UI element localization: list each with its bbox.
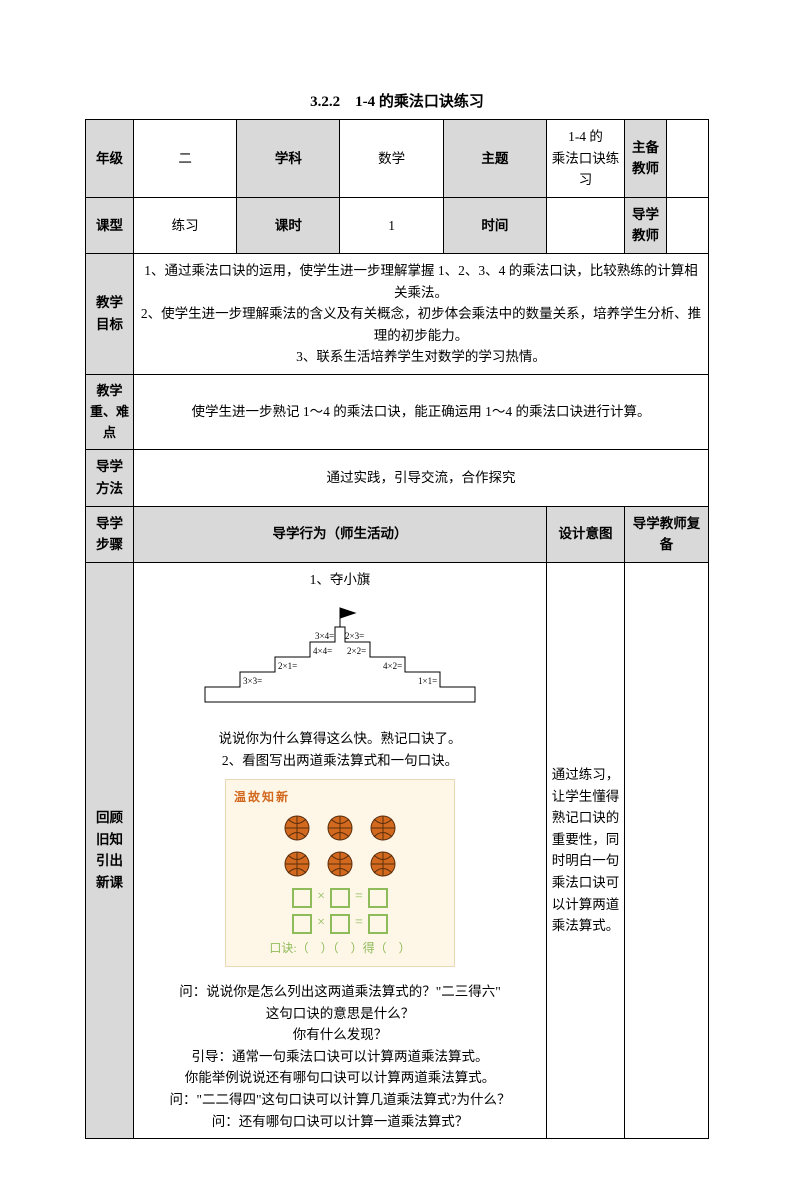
activity-q4: 引导：通常一句乘法口诀可以计算两道乘法算式。 (138, 1046, 542, 1068)
subject-value: 数学 (340, 120, 443, 198)
steps-header-row: 导学 步骤 导学行为（师生活动） 设计意图 导学教师复备 (86, 506, 709, 562)
header-row-1: 年级 二 学科 数学 主题 1-4 的 乘法口诀练习 主备 教师 (86, 120, 709, 198)
header-row-2: 课型 练习 课时 1 时间 导学 教师 (86, 197, 709, 253)
activity-q1: 问：说说你是怎么列出这两道乘法算式的？"二三得六" (138, 981, 542, 1003)
svg-text:2×1=: 2×1= (278, 661, 297, 671)
basketball-icon (283, 814, 311, 845)
method-text: 通过实践，引导交流，合作探究 (134, 450, 709, 506)
exercise-box: 温故知新 ×= ×= (225, 779, 455, 967)
type-label: 课型 (86, 197, 134, 253)
svg-text:4×4=: 4×4= (313, 646, 332, 656)
activity-q3: 你有什么发现？ (138, 1024, 542, 1046)
teacher-notes-cell (625, 562, 709, 1139)
svg-text:1×1=: 1×1= (418, 676, 437, 686)
ball-row-2 (234, 848, 446, 883)
exercise-title: 温故知新 (234, 788, 446, 807)
steps-col3: 设计意图 (547, 506, 625, 562)
subject-label: 学科 (237, 120, 340, 198)
basketball-icon (326, 814, 354, 845)
grade-value: 二 (134, 120, 237, 198)
topic-label: 主题 (443, 120, 546, 198)
svg-text:3×3=: 3×3= (243, 676, 262, 686)
basketball-icon (283, 850, 311, 881)
svg-text:2×2=: 2×2= (347, 646, 366, 656)
focus-row: 教学 重、难点 使学生进一步熟记 1～4 的乘法口诀，能正确运用 1～4 的乘法… (86, 374, 709, 449)
svg-text:2×3=: 2×3= (345, 631, 364, 641)
steps-col4: 导学教师复备 (625, 506, 709, 562)
steps-col2: 导学行为（师生活动） (134, 506, 547, 562)
topic-value: 1-4 的 乘法口诀练习 (547, 120, 625, 198)
activity-q6: 问："二二得四"这句口诀可以计算几道乘法算式?为什么？ (138, 1089, 542, 1111)
time-value (547, 197, 625, 253)
svg-text:3×4=: 3×4= (315, 631, 334, 641)
focus-label: 教学 重、难点 (86, 374, 134, 449)
basketball-icon (369, 850, 397, 881)
goals-label: 教学 目标 (86, 253, 134, 374)
method-row: 导学 方法 通过实践，引导交流，合作探究 (86, 450, 709, 506)
period-label: 课时 (237, 197, 340, 253)
step1-label: 回顾 旧知 引出 新课 (86, 562, 134, 1139)
ball-row-1 (234, 812, 446, 847)
activity-p1: 1、夺小旗 (138, 569, 542, 591)
type-value: 练习 (134, 197, 237, 253)
method-label: 导学 方法 (86, 450, 134, 506)
activity-q5: 你能举例说说还有哪句口诀可以计算两道乘法算式。 (138, 1067, 542, 1089)
time-label: 时间 (443, 197, 546, 253)
main-teacher-value (667, 120, 709, 198)
pyramid-diagram: 3×3= 2×1= 4×4= 3×4= 2×3= 2×2= 4×2= 1×1= (138, 602, 542, 712)
guide-teacher-value (667, 197, 709, 253)
guide-teacher-label: 导学 教师 (625, 197, 667, 253)
step1-row: 回顾 旧知 引出 新课 1、夺小旗 3×3= (86, 562, 709, 1139)
activity-p2: 说说你为什么算得这么快。熟记口诀了。 (138, 728, 542, 750)
activity-p3: 2、看图写出两道乘法算式和一句口诀。 (138, 750, 542, 772)
lesson-plan-table: 年级 二 学科 数学 主题 1-4 的 乘法口诀练习 主备 教师 课型 练习 课… (85, 119, 709, 1139)
basketball-icon (369, 814, 397, 845)
activity-q7: 问：还有哪句口诀可以计算一道乘法算式？ (138, 1111, 542, 1133)
grade-label: 年级 (86, 120, 134, 198)
page-title: 3.2.2 1-4 的乘法口诀练习 (85, 90, 709, 111)
activity-q2: 这句口诀的意思是什么？ (138, 1003, 542, 1025)
activity-cell: 1、夺小旗 3×3= 2×1= 4×4= (134, 562, 547, 1139)
period-value: 1 (340, 197, 443, 253)
koujue-text: 口诀:（ ）（ ）得（ ） (234, 939, 446, 958)
steps-col1: 导学 步骤 (86, 506, 134, 562)
goals-text: 1、通过乘法口诀的运用，使学生进一步理解掌握 1、2、3、4 的乘法口诀，比较熟… (134, 253, 709, 374)
equation-row-2: ×= (234, 912, 446, 935)
main-teacher-label: 主备 教师 (625, 120, 667, 198)
intent-cell: 通过练习，让学生懂得熟记口诀的重要性，同时明白一句乘法口诀可以计算两道乘法算式。 (547, 562, 625, 1139)
focus-text: 使学生进一步熟记 1～4 的乘法口诀，能正确运用 1～4 的乘法口诀进行计算。 (134, 374, 709, 449)
svg-text:4×2=: 4×2= (383, 661, 402, 671)
goals-row: 教学 目标 1、通过乘法口诀的运用，使学生进一步理解掌握 1、2、3、4 的乘法… (86, 253, 709, 374)
equation-row-1: ×= (234, 886, 446, 909)
basketball-icon (326, 850, 354, 881)
